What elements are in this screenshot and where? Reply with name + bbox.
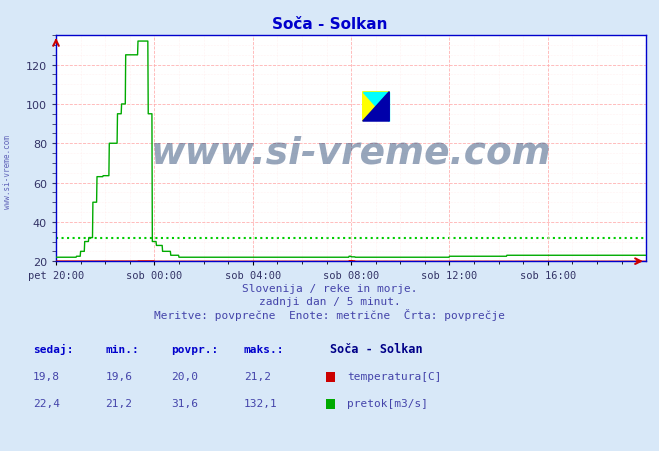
Text: zadnji dan / 5 minut.: zadnji dan / 5 minut. bbox=[258, 296, 401, 306]
Text: 19,8: 19,8 bbox=[33, 371, 60, 381]
Text: 31,6: 31,6 bbox=[171, 398, 198, 408]
Text: 21,2: 21,2 bbox=[244, 371, 271, 381]
Text: 22,4: 22,4 bbox=[33, 398, 60, 408]
Polygon shape bbox=[362, 92, 389, 122]
Text: temperatura[C]: temperatura[C] bbox=[347, 371, 442, 381]
Text: 19,6: 19,6 bbox=[105, 371, 132, 381]
Text: 132,1: 132,1 bbox=[244, 398, 277, 408]
Text: min.:: min.: bbox=[105, 344, 139, 354]
Text: pretok[m3/s]: pretok[m3/s] bbox=[347, 398, 428, 408]
Text: Soča - Solkan: Soča - Solkan bbox=[330, 342, 422, 355]
Text: povpr.:: povpr.: bbox=[171, 344, 219, 354]
Text: www.si-vreme.com: www.si-vreme.com bbox=[3, 134, 13, 208]
Text: 21,2: 21,2 bbox=[105, 398, 132, 408]
Polygon shape bbox=[362, 92, 389, 122]
Text: Soča - Solkan: Soča - Solkan bbox=[272, 17, 387, 32]
Text: sedaj:: sedaj: bbox=[33, 343, 73, 354]
Text: Slovenija / reke in morje.: Slovenija / reke in morje. bbox=[242, 283, 417, 293]
Text: maks.:: maks.: bbox=[244, 344, 284, 354]
Text: Meritve: povprečne  Enote: metrične  Črta: povprečje: Meritve: povprečne Enote: metrične Črta:… bbox=[154, 308, 505, 320]
Text: 20,0: 20,0 bbox=[171, 371, 198, 381]
Polygon shape bbox=[362, 92, 389, 122]
Text: www.si-vreme.com: www.si-vreme.com bbox=[150, 135, 552, 171]
